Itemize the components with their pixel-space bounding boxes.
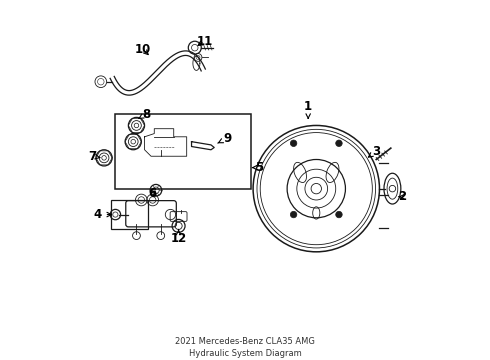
Text: 3: 3	[368, 145, 380, 158]
Text: 1: 1	[304, 99, 312, 118]
Circle shape	[336, 140, 342, 147]
Text: 7: 7	[89, 150, 100, 163]
Text: 8: 8	[139, 108, 150, 121]
Text: 11: 11	[196, 35, 213, 48]
Text: 2021 Mercedes-Benz CLA35 AMG
Hydraulic System Diagram: 2021 Mercedes-Benz CLA35 AMG Hydraulic S…	[175, 337, 315, 358]
Circle shape	[291, 211, 297, 218]
Text: 10: 10	[135, 43, 151, 56]
Text: 6: 6	[148, 187, 157, 200]
Polygon shape	[192, 142, 214, 150]
Circle shape	[336, 211, 342, 218]
Text: 9: 9	[218, 132, 231, 145]
Text: 5: 5	[252, 161, 264, 174]
Circle shape	[291, 140, 297, 147]
Bar	[111, 200, 148, 229]
Text: 2: 2	[398, 190, 406, 203]
Text: 4: 4	[94, 208, 111, 221]
Text: 12: 12	[171, 230, 187, 246]
Bar	[116, 114, 251, 189]
